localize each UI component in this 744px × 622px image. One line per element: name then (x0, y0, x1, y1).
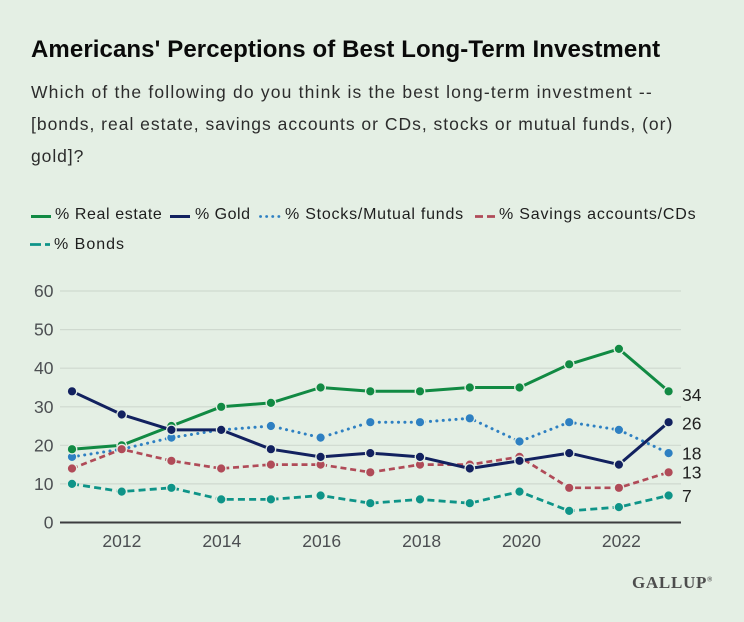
svg-text:26: 26 (682, 413, 701, 433)
svg-text:18: 18 (682, 443, 701, 463)
svg-text:2012: 2012 (102, 531, 141, 551)
svg-text:20: 20 (34, 435, 54, 455)
svg-text:50: 50 (34, 320, 54, 340)
svg-text:60: 60 (34, 281, 54, 301)
svg-text:2022: 2022 (602, 531, 641, 551)
svg-text:34: 34 (682, 385, 702, 405)
svg-text:2020: 2020 (502, 531, 541, 551)
svg-text:13: 13 (682, 463, 701, 483)
svg-text:10: 10 (34, 474, 54, 494)
svg-text:2014: 2014 (202, 531, 241, 551)
svg-text:0: 0 (44, 513, 54, 533)
svg-text:2018: 2018 (402, 531, 441, 551)
svg-text:30: 30 (34, 397, 54, 417)
svg-text:2016: 2016 (302, 531, 341, 551)
svg-text:7: 7 (682, 486, 692, 506)
svg-text:40: 40 (34, 358, 54, 378)
